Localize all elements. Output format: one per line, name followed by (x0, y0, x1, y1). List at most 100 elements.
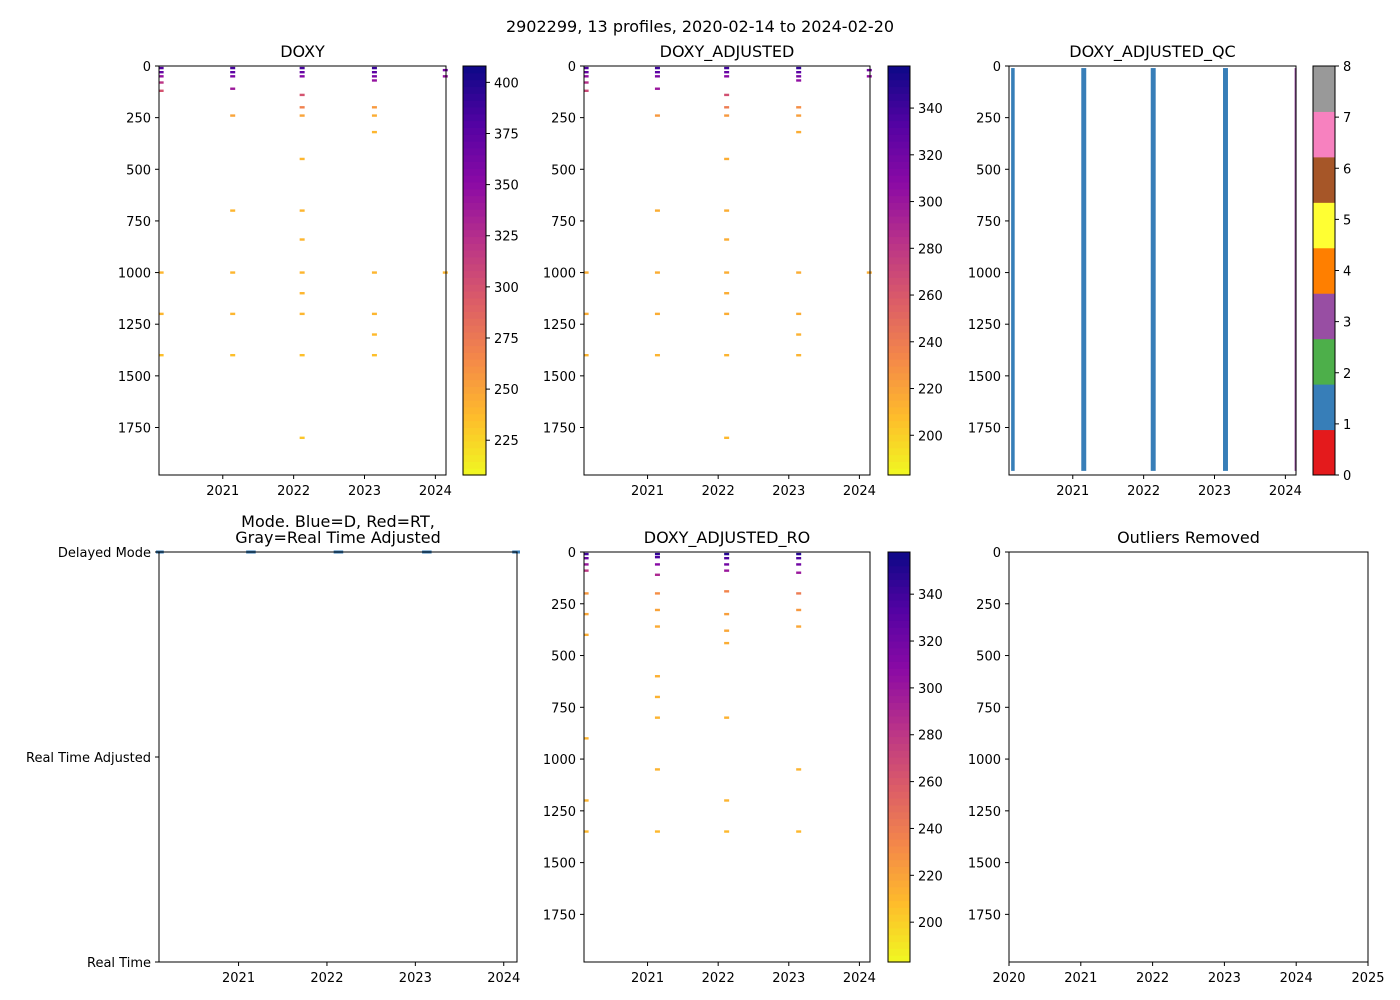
colorbar-gradient-step (463, 243, 486, 251)
colorbar-gradient-step (888, 161, 910, 169)
colorbar-gradient-step (888, 127, 910, 135)
y-tick-label: 500 (126, 163, 151, 178)
y-tick-label: 250 (126, 112, 151, 127)
colorbar-gradient-step (888, 586, 910, 594)
y-tick-label: 1000 (968, 267, 1001, 282)
colorbar-gradient-step (888, 284, 910, 292)
colorbar-gradient-step (888, 188, 910, 197)
data-cell (158, 271, 164, 274)
x-tick-label: 2023 (772, 484, 805, 499)
colorbar: 200 220 240 260 280 300 320 340 (887, 65, 943, 476)
figure-suptitle: 2902299, 13 profiles, 2020-02-14 to 2024… (506, 17, 894, 36)
colorbar-gradient-step (463, 413, 486, 422)
x-tick-label: 2024 (843, 484, 876, 499)
chart-title: DOXY_ADJUSTED_QC (1069, 42, 1235, 62)
colorbar: 200 220 240 260 280 300 320 340 (887, 551, 943, 963)
colorbar-swatch (1313, 293, 1335, 340)
colorbar-gradient-step (463, 66, 486, 74)
data-cell (796, 271, 802, 274)
colorbar-gradient-step (463, 325, 486, 333)
colorbar-gradient-step (463, 161, 486, 169)
colorbar-tick-label: 1 (1343, 418, 1351, 433)
colorbar-gradient-step (888, 154, 910, 163)
data-cell (583, 592, 589, 595)
colorbar-gradient-step (888, 229, 910, 238)
data-cell (299, 353, 305, 357)
plot-area (584, 66, 870, 475)
colorbar-gradient-step (888, 798, 910, 806)
y-tick-label: 1000 (968, 753, 1001, 768)
data-cell (724, 75, 730, 78)
colorbar-gradient-step (888, 634, 910, 642)
colorbar-gradient-step (888, 955, 910, 963)
y-tick-label: 750 (126, 215, 151, 230)
data-cell (299, 75, 305, 78)
colorbar-gradient-step (463, 86, 486, 94)
colorbar-gradient-step (463, 140, 486, 149)
data-cell (583, 612, 589, 616)
colorbar-gradient-step (463, 468, 486, 476)
data-cell (724, 106, 730, 109)
colorbar-gradient-step (463, 434, 486, 442)
data-cell (654, 87, 660, 90)
data-cell (654, 563, 660, 566)
y-tick-label: 750 (976, 215, 1001, 230)
colorbar-gradient-step (888, 565, 910, 574)
data-cell (583, 552, 589, 556)
colorbar-gradient-step (463, 284, 486, 292)
data-cell (158, 66, 164, 70)
plot-area (1009, 552, 1368, 962)
colorbar-gradient-step (463, 93, 486, 101)
colorbar-gradient-step (463, 386, 486, 394)
plot-area (159, 552, 517, 962)
colorbar-gradient-step (463, 229, 486, 238)
colorbar-gradient-step (888, 873, 910, 881)
data-cell (796, 625, 802, 628)
data-cell (724, 209, 730, 212)
data-cell (583, 563, 589, 566)
colorbar-gradient-step (888, 613, 910, 621)
colorbar-swatch (1313, 338, 1335, 385)
colorbar-gradient-step (463, 106, 486, 115)
y-tick-label: 250 (551, 598, 576, 613)
colorbar-gradient-step (463, 454, 486, 462)
colorbar-gradient-step (463, 447, 486, 456)
colorbar-gradient-step (463, 72, 486, 81)
colorbar-gradient-step (888, 447, 910, 456)
colorbar-gradient-step (888, 941, 910, 949)
x-tick-label: 2023 (772, 971, 805, 986)
data-cell (796, 312, 802, 316)
y-tick-label: 0 (143, 60, 151, 75)
colorbar-gradient-step (463, 250, 486, 258)
y-tick-label: 1750 (968, 908, 1001, 923)
qc-flag-band (1011, 68, 1015, 471)
colorbar-tick-label: 300 (918, 196, 943, 211)
data-cell (724, 830, 730, 833)
data-cell (371, 75, 377, 78)
colorbar-gradient-step (888, 763, 910, 772)
colorbar-gradient-step (888, 804, 910, 813)
colorbar-gradient-step (463, 420, 486, 428)
x-tick-label: 2021 (631, 484, 664, 499)
data-cell (796, 557, 802, 560)
colorbar-gradient-step (888, 400, 910, 408)
data-cell (796, 333, 802, 336)
data-cell (724, 590, 730, 593)
colorbar-tick-label: 225 (494, 434, 519, 449)
colorbar-gradient-step (888, 440, 910, 449)
colorbar-gradient-step (463, 263, 486, 272)
colorbar-gradient-step (888, 297, 910, 306)
colorbar-tick-label: 200 (918, 429, 943, 444)
data-cell (442, 75, 448, 78)
colorbar-gradient-step (888, 120, 910, 128)
colorbar-tick-label: 0 (1343, 469, 1351, 484)
data-cell (724, 552, 730, 556)
colorbar-frame (887, 65, 911, 476)
colorbar-tick-label: 3 (1343, 316, 1351, 331)
colorbar-gradient-step (463, 393, 486, 401)
qc-flag-band (1081, 68, 1087, 471)
colorbar-gradient-step (888, 675, 910, 683)
x-tick-label: 2025 (1351, 971, 1384, 986)
colorbar-tick-label: 300 (494, 281, 519, 296)
colorbar-swatch (1313, 111, 1335, 158)
